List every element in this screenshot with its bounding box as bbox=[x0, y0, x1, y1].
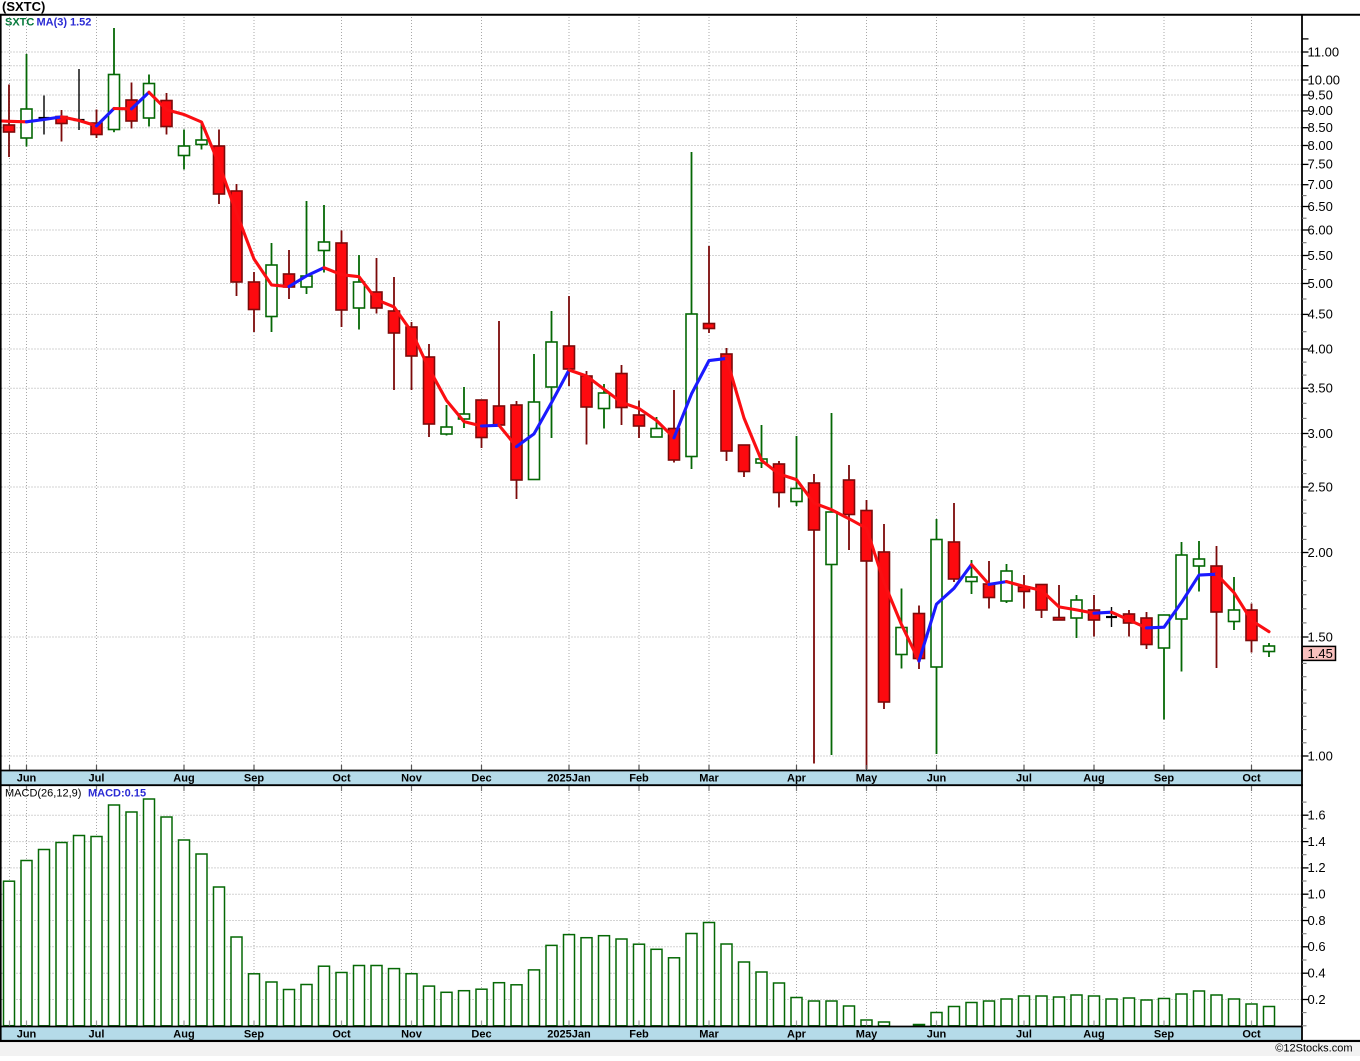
svg-text:May: May bbox=[856, 1029, 878, 1041]
svg-text:Nov: Nov bbox=[401, 773, 423, 785]
svg-text:May: May bbox=[856, 773, 878, 785]
svg-text:Jun: Jun bbox=[17, 773, 37, 785]
svg-text:8.00: 8.00 bbox=[1308, 138, 1333, 153]
svg-text:Jun: Jun bbox=[927, 1029, 947, 1041]
svg-text:Feb: Feb bbox=[629, 1029, 649, 1041]
svg-text:5.50: 5.50 bbox=[1308, 248, 1333, 263]
svg-text:Aug: Aug bbox=[173, 773, 194, 785]
svg-text:2025Jan: 2025Jan bbox=[547, 773, 591, 785]
svg-text:4.00: 4.00 bbox=[1308, 341, 1333, 356]
svg-text:Jul: Jul bbox=[89, 1029, 105, 1041]
svg-text:6.00: 6.00 bbox=[1308, 222, 1333, 237]
svg-text:MA(3): MA(3) bbox=[37, 17, 68, 29]
svg-text:Sep: Sep bbox=[1154, 1029, 1174, 1041]
svg-text:1.2: 1.2 bbox=[1308, 860, 1326, 875]
svg-text:0.2: 0.2 bbox=[1308, 992, 1326, 1007]
svg-text:Aug: Aug bbox=[173, 1029, 194, 1041]
svg-text:6.50: 6.50 bbox=[1308, 199, 1333, 214]
svg-text:4.50: 4.50 bbox=[1308, 307, 1333, 322]
svg-text:Mar: Mar bbox=[699, 1029, 719, 1041]
svg-text:0.4: 0.4 bbox=[1308, 966, 1326, 981]
svg-text:Sep: Sep bbox=[1154, 773, 1174, 785]
svg-text:MACD(26,12,9): MACD(26,12,9) bbox=[5, 788, 81, 800]
svg-text:1.4: 1.4 bbox=[1308, 834, 1326, 849]
svg-text:1.6: 1.6 bbox=[1308, 808, 1326, 823]
svg-text:5.00: 5.00 bbox=[1308, 276, 1333, 291]
svg-text:Oct: Oct bbox=[1242, 1029, 1261, 1041]
svg-text:10.00: 10.00 bbox=[1308, 72, 1341, 87]
svg-text:SXTC: SXTC bbox=[5, 17, 34, 29]
svg-text:Oct: Oct bbox=[1242, 773, 1261, 785]
svg-text:Oct: Oct bbox=[332, 773, 351, 785]
svg-text:1.0: 1.0 bbox=[1308, 887, 1326, 902]
svg-text:0.6: 0.6 bbox=[1308, 939, 1326, 954]
svg-text:Jul: Jul bbox=[1016, 1029, 1032, 1041]
svg-text:1.52: 1.52 bbox=[70, 17, 91, 29]
svg-text:Jun: Jun bbox=[17, 1029, 37, 1041]
svg-text:Dec: Dec bbox=[471, 1029, 491, 1041]
svg-text:Feb: Feb bbox=[629, 773, 649, 785]
svg-text:9.00: 9.00 bbox=[1308, 103, 1333, 118]
svg-text:2.50: 2.50 bbox=[1308, 479, 1333, 494]
svg-text:Oct: Oct bbox=[332, 1029, 351, 1041]
svg-text:2025Jan: 2025Jan bbox=[547, 1029, 591, 1041]
svg-text:©12Stocks.com: ©12Stocks.com bbox=[1275, 1043, 1352, 1055]
svg-text:7.50: 7.50 bbox=[1308, 157, 1333, 172]
svg-text:0.8: 0.8 bbox=[1308, 913, 1326, 928]
svg-text:Mar: Mar bbox=[699, 773, 719, 785]
svg-text:Jul: Jul bbox=[89, 773, 105, 785]
svg-text:Dec: Dec bbox=[471, 773, 491, 785]
svg-text:Aug: Aug bbox=[1083, 1029, 1104, 1041]
svg-text:11.00: 11.00 bbox=[1308, 44, 1340, 59]
svg-text:(SXTC): (SXTC) bbox=[2, 0, 45, 14]
svg-text:Nov: Nov bbox=[401, 1029, 423, 1041]
svg-text:2.00: 2.00 bbox=[1308, 545, 1333, 560]
svg-text:1.50: 1.50 bbox=[1308, 629, 1333, 644]
svg-text:Sep: Sep bbox=[244, 1029, 264, 1041]
svg-text:7.00: 7.00 bbox=[1308, 177, 1333, 192]
svg-text:Apr: Apr bbox=[787, 773, 807, 785]
svg-text:Aug: Aug bbox=[1083, 773, 1104, 785]
svg-text:8.50: 8.50 bbox=[1308, 120, 1333, 135]
svg-text:Apr: Apr bbox=[787, 1029, 807, 1041]
svg-text:1.00: 1.00 bbox=[1308, 748, 1333, 763]
svg-text:Jul: Jul bbox=[1016, 773, 1032, 785]
svg-text:9.50: 9.50 bbox=[1308, 87, 1333, 102]
svg-text:1.45: 1.45 bbox=[1308, 646, 1333, 661]
svg-text:3.50: 3.50 bbox=[1308, 381, 1333, 396]
svg-text:MACD:0.15: MACD:0.15 bbox=[88, 788, 146, 800]
svg-text:Sep: Sep bbox=[244, 773, 264, 785]
svg-text:Jun: Jun bbox=[927, 773, 947, 785]
svg-text:3.00: 3.00 bbox=[1308, 426, 1333, 441]
